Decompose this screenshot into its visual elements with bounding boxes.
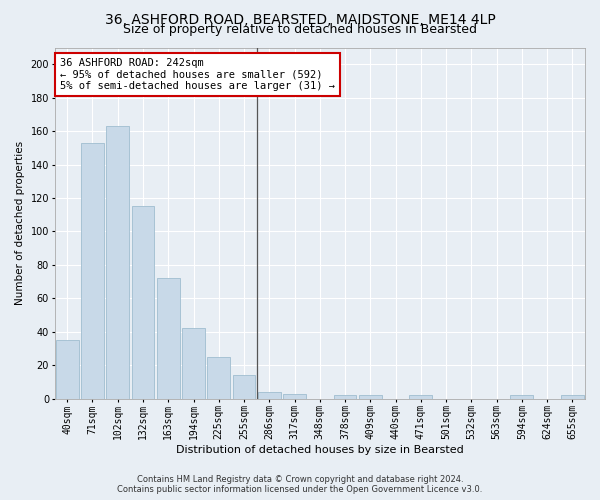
Bar xyxy=(409,396,432,398)
Text: 36 ASHFORD ROAD: 242sqm
← 95% of detached houses are smaller (592)
5% of semi-de: 36 ASHFORD ROAD: 242sqm ← 95% of detache… xyxy=(60,58,335,91)
Bar xyxy=(561,396,584,398)
Bar xyxy=(157,278,179,398)
X-axis label: Distribution of detached houses by size in Bearsted: Distribution of detached houses by size … xyxy=(176,445,464,455)
Y-axis label: Number of detached properties: Number of detached properties xyxy=(15,141,25,305)
Bar xyxy=(81,143,104,399)
Bar xyxy=(56,340,79,398)
Bar xyxy=(131,206,154,398)
Bar xyxy=(359,396,382,398)
Bar xyxy=(208,357,230,399)
Text: Contains HM Land Registry data © Crown copyright and database right 2024.: Contains HM Land Registry data © Crown c… xyxy=(137,475,463,484)
Text: Size of property relative to detached houses in Bearsted: Size of property relative to detached ho… xyxy=(123,22,477,36)
Text: Contains public sector information licensed under the Open Government Licence v3: Contains public sector information licen… xyxy=(118,485,482,494)
Bar xyxy=(233,375,256,398)
Bar xyxy=(258,392,281,398)
Bar xyxy=(334,396,356,398)
Bar xyxy=(106,126,129,398)
Bar xyxy=(182,328,205,398)
Bar xyxy=(283,394,306,398)
Bar xyxy=(511,396,533,398)
Text: 36, ASHFORD ROAD, BEARSTED, MAIDSTONE, ME14 4LP: 36, ASHFORD ROAD, BEARSTED, MAIDSTONE, M… xyxy=(104,12,496,26)
